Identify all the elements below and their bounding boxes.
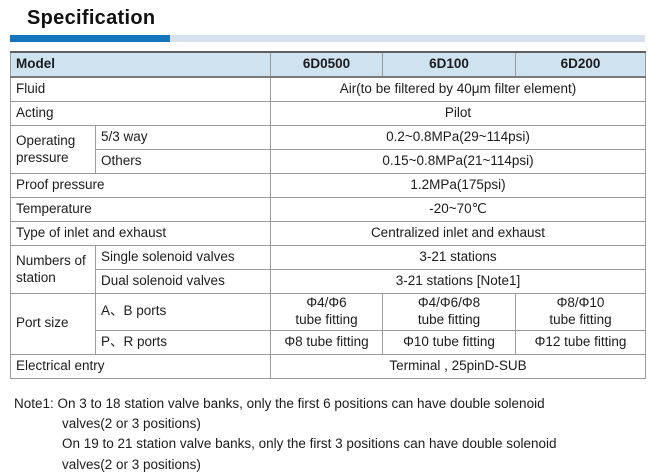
electrical-entry-value: Terminal , 25pinD-SUB <box>270 353 646 379</box>
proof-pressure-value: 1.2MPa(175psi) <box>270 173 646 198</box>
stations-single-label: Single solenoid valves <box>95 245 271 270</box>
acting-value: Pilot <box>270 101 646 126</box>
fluid-value: Air(to be filtered by 40μm filter elemen… <box>270 76 646 102</box>
header-model-6d100: 6D100 <box>382 51 516 78</box>
table-header-row: Model 6D0500 6D100 6D200 <box>10 51 646 78</box>
note-line-2: valves(2 or 3 positions) <box>62 416 201 431</box>
note-line-4: valves(2 or 3 positions) <box>62 456 201 472</box>
proof-pressure-label: Proof pressure <box>10 173 271 198</box>
row-temperature: Temperature -20~70℃ <box>10 197 646 222</box>
stations-single-value: 3-21 stations <box>270 245 646 270</box>
port-pr-value-6d200: Φ12 tube fitting <box>515 329 646 355</box>
operating-pressure-others-label: Others <box>95 149 271 174</box>
row-port-size-ab: Port size A、B ports Φ4/Φ6 tube fitting Φ… <box>10 293 646 355</box>
electrical-entry-label: Electrical entry <box>10 353 271 379</box>
header-model-6d0500: 6D0500 <box>270 51 383 78</box>
port-ab-value-6d0500: Φ4/Φ6 tube fitting <box>270 293 383 331</box>
accent-bar-dark-segment <box>10 35 170 42</box>
note-line-1: Note1: On 3 to 18 station valve banks, o… <box>14 395 545 411</box>
port-pr-label: P、R ports <box>95 329 271 355</box>
accent-bar-light-segment <box>170 35 645 42</box>
port-ab-value-6d100: Φ4/Φ6/Φ8 tube fitting <box>382 293 516 331</box>
header-model-6d200: 6D200 <box>515 51 646 78</box>
temperature-label: Temperature <box>10 197 271 222</box>
row-electrical-entry: Electrical entry Terminal , 25pinD-SUB <box>10 353 646 379</box>
accent-bar <box>10 35 645 42</box>
row-stations-single: Numbers of station Single solenoid valve… <box>10 245 646 294</box>
acting-label: Acting <box>10 101 271 126</box>
operating-pressure-others-value: 0.15~0.8MPa(21~114psi) <box>270 149 646 174</box>
row-stations-dual: Dual solenoid valves 3-21 stations [Note… <box>11 269 646 294</box>
page-title: Specification <box>27 7 156 29</box>
operating-pressure-label: Operating pressure <box>10 125 96 174</box>
temperature-value: -20~70℃ <box>270 197 646 222</box>
row-port-size-pr: P、R ports Φ8 tube fitting Φ10 tube fitti… <box>11 329 646 355</box>
port-pr-value-6d100: Φ10 tube fitting <box>382 329 516 355</box>
stations-dual-label: Dual solenoid valves <box>95 269 271 294</box>
note-line-3: On 19 to 21 station valve banks, only th… <box>62 436 557 452</box>
note-block: Note1: On 3 to 18 station valve banks, o… <box>14 394 654 475</box>
inlet-exhaust-value: Centralized inlet and exhaust <box>270 221 646 246</box>
fluid-label: Fluid <box>10 76 271 102</box>
port-ab-label: A、B ports <box>95 293 271 331</box>
operating-pressure-53way-label: 5/3 way <box>95 125 271 150</box>
row-acting: Acting Pilot <box>10 101 646 126</box>
operating-pressure-53way-value: 0.2~0.8MPa(29~114psi) <box>270 125 646 150</box>
stations-label: Numbers of station <box>10 245 96 294</box>
row-proof-pressure: Proof pressure 1.2MPa(175psi) <box>10 173 646 198</box>
row-operating-pressure-others: Others 0.15~0.8MPa(21~114psi) <box>11 149 646 174</box>
port-size-label: Port size <box>10 293 96 355</box>
row-operating-pressure-53way: Operating pressure 5/3 way 0.2~0.8MPa(29… <box>10 125 646 174</box>
port-ab-value-6d200: Φ8/Φ10 tube fitting <box>515 293 646 331</box>
row-inlet-exhaust: Type of inlet and exhaust Centralized in… <box>10 221 646 246</box>
specification-table: Model 6D0500 6D100 6D200 Fluid Air(to be… <box>10 51 646 379</box>
inlet-exhaust-label: Type of inlet and exhaust <box>10 221 271 246</box>
stations-dual-value: 3-21 stations [Note1] <box>270 269 646 294</box>
header-model-label: Model <box>10 51 271 78</box>
port-pr-value-6d0500: Φ8 tube fitting <box>270 329 383 355</box>
row-fluid: Fluid Air(to be filtered by 40μm filter … <box>10 76 646 102</box>
